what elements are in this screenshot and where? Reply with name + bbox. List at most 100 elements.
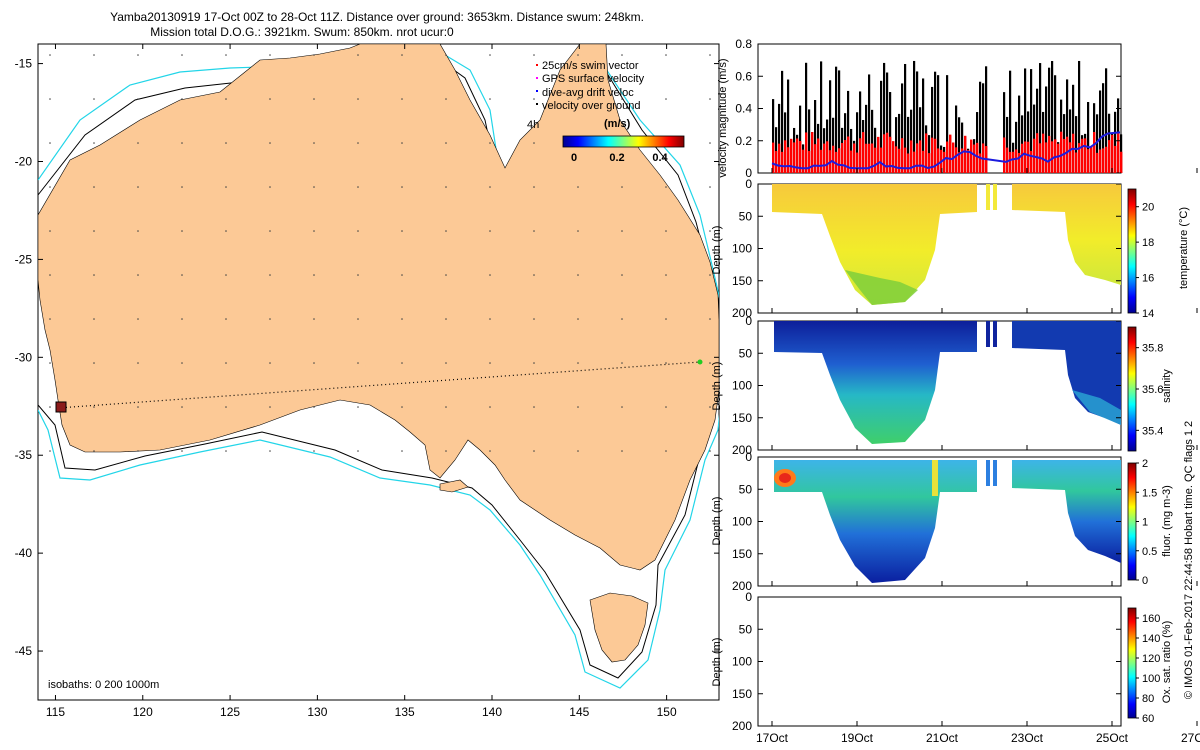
velocity-bar-swim-52 [928,153,931,173]
map-grid-dot-25 [137,274,139,276]
velocity-bar-swim-17 [823,143,826,173]
temperature-ytick-label-3: 150 [732,274,752,288]
velocity-bar-swim-29 [859,138,862,173]
velocity-bar-swim-95 [1057,143,1060,173]
map-grid-dot-105 [489,274,491,276]
temperature-ytick-label-0: 0 [745,177,752,191]
velocity-bar-ground-1 [775,127,778,173]
map-grid-dot-156 [709,318,711,320]
salinity-colorbar [1127,326,1137,452]
velocity-bar-ground-86 [1030,69,1033,173]
velocity-bar-swim-97 [1063,138,1066,173]
oxygen-axes [757,596,1122,727]
map-grid-dot-22 [137,142,139,144]
oxygen-cb-tick-label-1: 80 [1142,693,1154,705]
velocity-bar-ground-28 [856,112,859,173]
map-grid-dot-94 [445,230,447,232]
velocity-bar-swim-96 [1060,131,1063,173]
velocity-bar-swim-15 [817,138,820,173]
map-grid-dot-40 [225,54,227,56]
velocity-bar-ground-70 [982,83,985,173]
velocity-bar-ground-89 [1039,63,1042,173]
velocity-bar-swim-64 [964,135,967,173]
map-ytick-label-5: -40 [15,546,33,560]
velocity-bar-swim-68 [976,142,979,173]
fluorescence-ylabel: Depth (m) [711,497,723,546]
velocity-bar-swim-13 [811,132,814,173]
map-grid-dot-73 [357,186,359,188]
map-content [38,44,719,689]
velocity-bar-ground-91 [1045,86,1048,173]
temperature-panel: 0 50 100 150 200 Depth (m) 14 16 18 20 temperat… [711,177,1190,320]
map-grid-dot-17 [93,362,95,364]
legend-gps-velocity: GPS surface velocity [542,73,645,85]
map-grid-dot-125 [577,274,579,276]
label-4h: 4h [527,119,539,131]
velocity-bar-swim-40 [892,141,895,173]
salinity-colorbar-label: salinity [1161,369,1173,403]
velocity-bar-ground-25 [847,90,850,173]
velocity-bar-ground-53 [931,86,934,173]
salinity-ytick-label-1: 50 [739,346,753,360]
velocity-bar-ground-99 [1069,109,1072,173]
map-grid-dot-123 [577,186,579,188]
velocity-bar-ground-63 [961,122,964,173]
map-grid-dot-32 [181,142,183,144]
map-grid-dot-101 [489,98,491,100]
oxygen-cb-tick-label-0: 60 [1142,713,1154,725]
oxygen-ytick-label-0: 0 [745,590,752,604]
map-grid-dot-33 [181,186,183,188]
map-grid-dot-31 [181,98,183,100]
velocity-bar-ground-12 [808,109,811,173]
salinity-field [774,321,977,444]
map-grid-dot-8 [49,406,51,408]
velocity-bar-swim-9 [799,140,802,173]
velocity-bar-swim-65 [967,149,970,173]
velocity-bar-swim-86 [1030,150,1033,173]
velocity-bar-swim-62 [958,152,961,173]
map-ytick-label-1: -20 [15,154,33,168]
map-grid-dot-103 [489,186,491,188]
legend-drift-velocity: dive-avg drift veloc [542,87,634,99]
velocity-bar-ground-84 [1024,68,1027,173]
map-grid-dot-154 [709,230,711,232]
figure-title-line1: Yamba20130919 17-Oct 00Z to 28-Oct 11Z. … [110,10,644,24]
map-grid-dot-36 [181,318,183,320]
velocity-bar-swim-107 [1093,131,1096,173]
map-axes: 115 120 125 130 135 140 145 150 -15 -20 -25 -30 -35 -… [15,43,720,719]
map-grid-dot-84 [401,230,403,232]
velocity-bar-swim-22 [838,148,841,173]
velocity-bar-swim-21 [835,151,838,173]
velocity-bar-swim-27 [853,143,856,173]
legend-ground-velocity: velocity over ground [542,100,640,112]
velocity-bar-swim-46 [910,140,913,173]
map-grid-dot-35 [181,274,183,276]
time-axis-ticks: 17Oct 19Oct 21Oct 23Oct 25Oct 27Oct [756,168,1200,745]
map-grid-dot-147 [665,362,667,364]
fluorescence-cb-tick-label-3: 1.5 [1142,487,1157,499]
map-grid-dot-139 [621,450,623,452]
fluorescence-gap-a [986,460,990,486]
velocity-bar-swim-25 [847,136,850,173]
oxygen-colorbar-label: Ox. sat. ratio (%) [1161,621,1173,704]
fluorescence-gap-b [993,460,997,486]
map-grid-dot-102 [489,142,491,144]
velocity-bar-swim-98 [1066,136,1069,173]
map-grid-dot-29 [137,450,139,452]
time-tick-label-1: 19Oct [841,731,874,745]
figure-title-line2: Mission total D.O.G.: 3921km. Swum: 850k… [150,25,454,39]
map-grid-dot-81 [401,98,403,100]
map-grid-dot-0 [49,54,51,56]
velocity-bar-swim-105 [1087,149,1090,173]
map-grid-dot-56 [269,318,271,320]
map-grid-dot-78 [357,406,359,408]
velocity-ytick-label-4: 0.8 [735,37,752,51]
map-grid-dot-27 [137,362,139,364]
velocity-bar-swim-78 [1006,147,1009,173]
velocity-bar-ground-0 [772,99,775,173]
map-grid-dot-50 [269,54,271,56]
velocity-bar-swim-99 [1069,142,1072,173]
map-grid-dot-77 [357,362,359,364]
velocity-bar-swim-2 [778,143,781,173]
